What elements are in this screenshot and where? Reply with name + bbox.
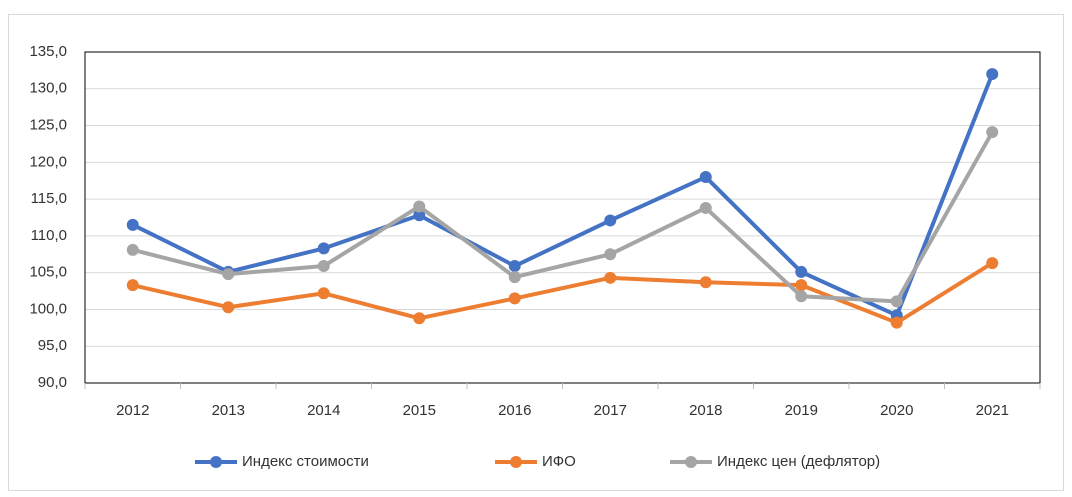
data-point — [508, 292, 521, 305]
data-point — [317, 287, 330, 300]
legend-label: Индекс стоимости — [242, 453, 369, 470]
x-tick-label: 2018 — [689, 402, 722, 419]
y-tick-label: 90,0 — [38, 374, 67, 391]
data-point — [317, 242, 330, 255]
data-point — [699, 201, 712, 214]
data-point — [413, 312, 426, 325]
series-line — [131, 73, 995, 318]
x-tick-label: 2017 — [594, 402, 627, 419]
data-point — [508, 260, 521, 273]
y-tick-label: 100,0 — [29, 300, 67, 317]
data-point — [604, 214, 617, 227]
data-point — [699, 276, 712, 289]
x-tick-label: 2016 — [498, 402, 531, 419]
x-tick-label: 2012 — [116, 402, 149, 419]
data-point — [986, 126, 999, 139]
y-tick-label: 120,0 — [29, 153, 67, 170]
legend-marker — [685, 456, 697, 468]
data-point — [317, 260, 330, 273]
data-point — [413, 209, 426, 222]
series-line — [132, 131, 994, 304]
x-tick-label: 2021 — [976, 402, 1009, 419]
data-point — [795, 279, 808, 292]
legend-label: Индекс цен (дефлятор) — [717, 453, 880, 470]
y-tick-label: 130,0 — [29, 80, 67, 97]
legend-marker — [510, 456, 522, 468]
y-tick-label: 95,0 — [38, 337, 67, 354]
x-tick-label: 2019 — [785, 402, 818, 419]
y-tick-label: 125,0 — [29, 117, 67, 134]
data-point — [413, 200, 426, 213]
data-point — [126, 218, 139, 231]
data-point — [795, 265, 808, 278]
x-tick-label: 2015 — [403, 402, 436, 419]
y-tick-label: 110,0 — [31, 227, 67, 244]
y-tick-label: 115,0 — [31, 190, 67, 207]
data-point — [604, 248, 617, 261]
x-tick-label: 2013 — [212, 402, 245, 419]
data-point — [890, 295, 903, 308]
series-line — [132, 261, 994, 325]
y-tick-label: 105,0 — [29, 264, 67, 281]
data-point — [604, 271, 617, 284]
data-point — [986, 257, 999, 270]
x-tick-label: 2014 — [307, 402, 340, 419]
data-point — [126, 243, 139, 256]
legend-marker — [210, 456, 222, 468]
data-point — [699, 171, 712, 184]
y-tick-label: 135,0 — [29, 43, 67, 60]
data-point — [222, 268, 235, 281]
data-point — [795, 290, 808, 303]
chart-frame — [8, 14, 1064, 491]
data-point — [126, 279, 139, 292]
x-tick-label: 2020 — [880, 402, 913, 419]
legend-label: ИФО — [542, 453, 576, 470]
data-point — [508, 271, 521, 284]
data-point — [986, 68, 999, 81]
data-point — [890, 316, 903, 329]
data-point — [222, 301, 235, 314]
